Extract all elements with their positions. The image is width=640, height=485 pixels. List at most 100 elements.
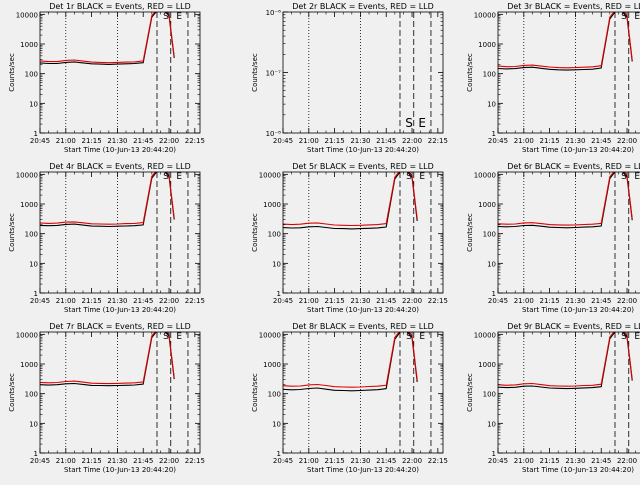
x-tick-label: 20:45 — [273, 137, 293, 145]
x-tick-label: 21:30 — [350, 297, 370, 305]
x-tick-label: 22:15 — [428, 457, 448, 465]
y-tick-label: 10 — [487, 420, 496, 428]
x-tick-label: 21:30 — [565, 137, 585, 145]
y-tick-label: 10000 — [259, 171, 281, 179]
y-tick-label: 1000 — [263, 361, 281, 369]
y-axis-label: Counts/sec — [466, 53, 474, 92]
x-tick-label: 21:45 — [133, 297, 153, 305]
x-tick-label: 21:30 — [107, 137, 127, 145]
panel-data — [40, 332, 189, 453]
x-tick-label: 21:45 — [376, 297, 396, 305]
x-tick-label: 21:00 — [56, 137, 76, 145]
x-tick-label: 22:00 — [617, 137, 637, 145]
y-tick-label: 1 — [277, 450, 281, 458]
series-events — [283, 332, 418, 392]
panel-data — [40, 12, 189, 133]
end-marker-label: E — [176, 172, 182, 182]
panel-title: Det 8r BLACK = Events, RED = LLD — [292, 322, 434, 331]
x-tick-label: 20:45 — [273, 297, 293, 305]
y-tick-label: 1000 — [478, 41, 496, 49]
x-tick-label: 21:15 — [540, 457, 560, 465]
y-tick-label: 100 — [483, 391, 496, 399]
panel-data — [498, 12, 633, 133]
x-tick-label: 20:45 — [273, 457, 293, 465]
x-tick-label: 22:00 — [617, 297, 637, 305]
x-tick-label: 21:00 — [514, 457, 534, 465]
x-tick-label: 21:00 — [299, 297, 319, 305]
x-tick-label: 22:15 — [185, 297, 205, 305]
x-tick-label: 21:45 — [376, 137, 396, 145]
x-tick-label: 21:45 — [133, 457, 153, 465]
y-tick-label: 10000 — [474, 171, 496, 179]
x-tick-label: 21:00 — [56, 297, 76, 305]
series-events — [40, 332, 175, 387]
x-axis-label: Start Time (10-Jun-13 20:44:20) — [64, 306, 176, 314]
x-tick-label: 21:00 — [299, 137, 319, 145]
y-tick-label: 1 — [492, 450, 496, 458]
series-events — [498, 172, 633, 229]
panel-data — [308, 12, 432, 133]
series-lld — [40, 332, 175, 385]
x-axis-label: Start Time (10-Jun-13 20:44:20) — [64, 146, 176, 154]
end-marker-label: E — [419, 172, 425, 182]
x-tick-label: 20:45 — [30, 297, 50, 305]
x-tick-label: 21:30 — [565, 457, 585, 465]
y-tick-label: 10 — [29, 260, 38, 268]
panel-title: Det 2r BLACK = Events, RED = LLD — [292, 2, 434, 11]
x-axis-label: Start Time (10-Jun-13 20:44:20) — [64, 466, 176, 474]
y-tick-label: 10000 — [16, 331, 38, 339]
y-tick-label: 1 — [34, 130, 38, 138]
start-marker-label: S — [163, 172, 169, 182]
y-axis-label: Counts/sec — [251, 53, 259, 92]
x-tick-label: 22:00 — [159, 297, 179, 305]
y-tick-label: 100 — [483, 231, 496, 239]
x-tick-label: 22:00 — [159, 137, 179, 145]
x-tick-label: 21:45 — [133, 137, 153, 145]
y-tick-label: 10000 — [16, 171, 38, 179]
x-tick-label: 20:45 — [30, 137, 50, 145]
x-tick-label: 21:30 — [350, 457, 370, 465]
start-marker-label: S — [163, 12, 169, 22]
y-tick-label: 10 — [487, 260, 496, 268]
series-lld — [40, 172, 175, 225]
panel-title: Det 1r BLACK = Events, RED = LLD — [49, 2, 191, 11]
y-axis-label: Counts/sec — [8, 53, 16, 92]
x-tick-label: 21:45 — [591, 137, 611, 145]
y-tick-label: 1000 — [263, 201, 281, 209]
series-events — [498, 332, 633, 390]
panel-title: Det 4r BLACK = Events, RED = LLD — [49, 162, 191, 171]
x-axis-label: Start Time (10-Jun-13 20:44:20) — [307, 146, 419, 154]
x-tick-label: 22:00 — [159, 457, 179, 465]
y-axis-label: Counts/sec — [251, 213, 259, 252]
y-tick-label: 100 — [25, 231, 38, 239]
panel-det-2: Det 2r BLACK = Events, RED = LLD S E 10⁻⁸ 10… — [251, 2, 448, 154]
y-tick-label: 10 — [272, 420, 281, 428]
end-marker-label: E — [176, 332, 182, 342]
x-tick-label: 22:15 — [185, 137, 205, 145]
axes-frame — [497, 171, 640, 294]
panel-title: Det 3r BLACK = Events, RED = LLD — [507, 2, 640, 11]
y-tick-label: 1 — [492, 290, 496, 298]
x-tick-label: 21:30 — [565, 297, 585, 305]
panel-data — [498, 172, 633, 293]
series-lld — [498, 172, 633, 226]
y-tick-label: 10⁻⁸ — [266, 130, 282, 138]
x-tick-label: 21:00 — [514, 297, 534, 305]
x-axis-label: Start Time (10-Jun-13 20:44:20) — [522, 466, 634, 474]
series-events — [40, 172, 175, 228]
start-marker-label: S — [405, 116, 413, 130]
series-events — [40, 12, 175, 65]
x-tick-label: 21:30 — [350, 137, 370, 145]
axes-frame — [39, 171, 201, 294]
end-marker-label: E — [634, 172, 640, 182]
x-tick-label: 22:15 — [428, 297, 448, 305]
x-tick-label: 21:45 — [376, 457, 396, 465]
y-tick-label: 10⁻⁷ — [266, 70, 282, 78]
end-marker-label: E — [418, 116, 426, 130]
x-tick-label: 20:45 — [488, 297, 508, 305]
axes-frame — [282, 171, 444, 294]
x-tick-label: 20:45 — [30, 457, 50, 465]
